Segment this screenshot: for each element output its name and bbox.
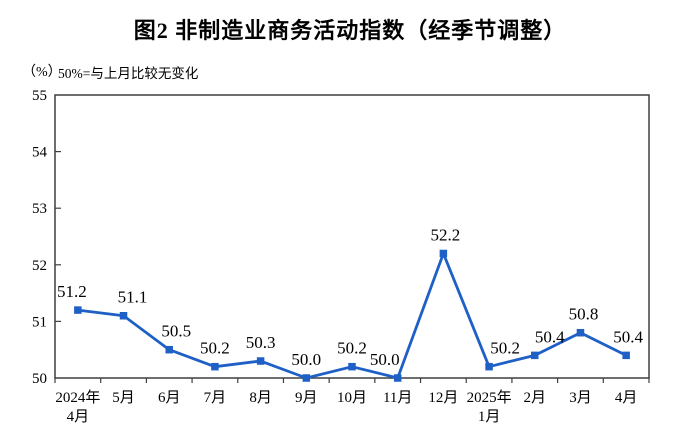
- x-axis-category-label: 9月: [295, 390, 318, 406]
- x-axis-category-label: 2月: [524, 390, 547, 406]
- x-axis-category-label: 6月: [158, 390, 181, 406]
- data-point-label: 50.2: [200, 339, 230, 358]
- data-point-label: 50.4: [535, 327, 565, 346]
- data-point-marker: [485, 362, 493, 371]
- data-point-label: 50.5: [161, 322, 191, 341]
- x-axis-category-label: 7月: [204, 390, 227, 406]
- y-axis-tick-label: 50: [32, 371, 47, 387]
- data-point-label: 50.3: [246, 333, 276, 352]
- x-axis-category-label: 5月: [112, 390, 135, 406]
- y-axis-tick-label: 51: [32, 314, 47, 330]
- data-point-marker: [211, 362, 219, 371]
- y-axis-tick-label: 52: [32, 258, 47, 274]
- data-point-marker: [256, 357, 265, 365]
- data-point-label: 52.2: [431, 225, 461, 244]
- data-point-label: 50.4: [613, 327, 643, 346]
- data-point-marker: [393, 374, 402, 382]
- x-axis-category-label: 2025年: [467, 389, 512, 406]
- y-axis-tick-label: 53: [32, 201, 47, 217]
- y-axis-tick-label: 55: [32, 88, 47, 104]
- x-axis-category-label: 12月: [428, 390, 458, 406]
- data-point-label: 50.0: [370, 350, 400, 369]
- plot-frame: [54, 94, 650, 379]
- chart-title: 图2 非制造业商务活动指数（经季节调整）: [133, 18, 567, 43]
- x-axis-category-label: 4月: [615, 390, 638, 406]
- data-point-marker: [302, 374, 311, 382]
- data-point-marker: [74, 306, 82, 314]
- x-axis-category-label: 10月: [337, 390, 367, 406]
- x-axis-category-label: 3月: [569, 390, 592, 406]
- y-axis-tick-label: 54: [32, 145, 48, 161]
- data-point-label: 50.0: [291, 350, 321, 369]
- data-point-label: 50.8: [569, 305, 599, 324]
- data-point-label: 50.2: [337, 339, 367, 358]
- data-point-marker: [531, 351, 539, 360]
- data-point-label: 51.1: [118, 288, 148, 307]
- data-point-marker: [439, 249, 448, 258]
- x-axis-category-label: 8月: [249, 390, 272, 406]
- series-line: [76, 252, 628, 380]
- data-point-marker: [576, 328, 585, 337]
- data-point-marker: [348, 362, 356, 371]
- data-point-label: 51.2: [57, 282, 87, 301]
- data-point-marker: [165, 345, 173, 354]
- data-point-label: 50.2: [490, 339, 520, 358]
- x-axis-category-label: 4月: [67, 409, 90, 425]
- x-axis-category-label: 1月: [478, 409, 501, 425]
- data-point-marker: [622, 351, 630, 360]
- data-point-marker: [119, 311, 128, 320]
- x-axis-category-label: 11月: [383, 390, 412, 406]
- y-axis-unit-label: （%）: [22, 65, 62, 80]
- reference-line-note: 50%=与上月比较无变化: [58, 66, 199, 81]
- x-axis-category-label: 2024年: [55, 389, 100, 406]
